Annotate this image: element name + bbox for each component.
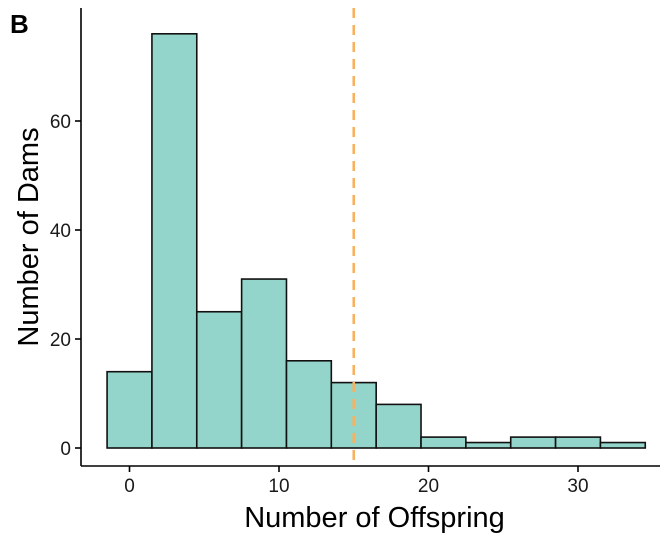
x-tick-label: 20 xyxy=(418,476,439,497)
x-tick-label: 10 xyxy=(268,476,289,497)
histogram-bar-7 xyxy=(420,436,467,449)
histogram-bar-11 xyxy=(599,441,647,449)
histogram-bar-9 xyxy=(509,436,557,449)
histogram-bar-6 xyxy=(375,403,422,449)
x-axis-ticks: 0 10 20 30 xyxy=(124,466,589,497)
y-tick-label: 20 xyxy=(50,330,71,351)
x-tick-label: 30 xyxy=(567,476,588,497)
y-tick-label: 40 xyxy=(50,221,71,242)
histogram-bar-10 xyxy=(554,436,602,449)
bars-group xyxy=(106,32,647,449)
x-axis-title: Number of Offspring xyxy=(244,502,505,534)
y-tick-label: 0 xyxy=(60,439,71,460)
histogram-bar-1 xyxy=(151,32,198,449)
histogram-bar-0 xyxy=(106,370,153,449)
panel-label: B xyxy=(10,9,29,39)
y-axis-ticks: 0 20 40 60 xyxy=(50,112,81,460)
y-axis-title: Number of Dams xyxy=(13,127,45,346)
y-tick-label: 60 xyxy=(50,112,71,133)
histogram-bar-2 xyxy=(195,310,243,449)
histogram-bar-8 xyxy=(465,441,512,449)
x-tick-label: 0 xyxy=(124,476,135,497)
histogram-bar-4 xyxy=(285,359,333,449)
histogram-bar-3 xyxy=(240,278,288,449)
